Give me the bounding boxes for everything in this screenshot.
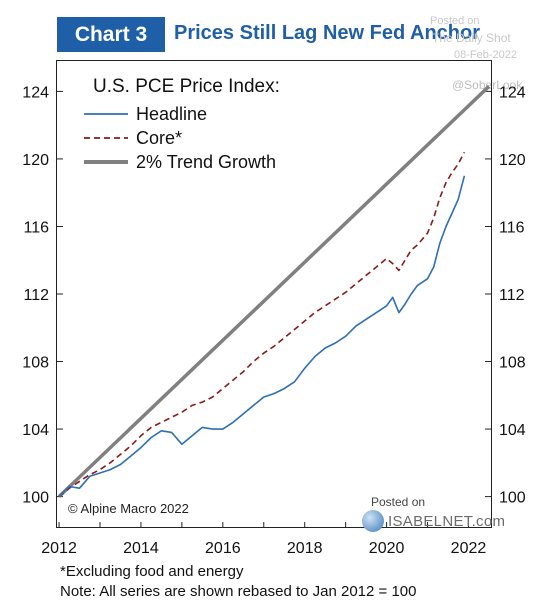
y-tick-label-right: 108 bbox=[499, 355, 526, 372]
y-tick-label-right: 112 bbox=[499, 287, 525, 304]
y-tick-label-right: 120 bbox=[499, 152, 526, 169]
legend-label-trend: 2% Trend Growth bbox=[136, 152, 276, 172]
plot-frame bbox=[56, 60, 492, 528]
y-tick-label-left: 116 bbox=[23, 219, 49, 236]
watermark-posted-on: Posted on bbox=[430, 15, 480, 27]
y-tick-label-right: 104 bbox=[499, 422, 526, 439]
series-line-2-trend-growth bbox=[57, 85, 491, 498]
y-tick-label-left: 104 bbox=[22, 422, 49, 439]
chart-title: Prices Still Lag New Fed Anchor bbox=[174, 22, 480, 44]
x-tick-label: 2014 bbox=[123, 540, 159, 557]
isabelnet-globe-icon bbox=[362, 510, 384, 532]
y-tick-label-right: 116 bbox=[499, 219, 525, 236]
chart-credit: © Alpine Macro 2022 bbox=[68, 501, 189, 516]
legend-label-core: Core* bbox=[136, 128, 182, 148]
y-tick-label-left: 100 bbox=[22, 490, 49, 507]
series-line-core bbox=[58, 151, 466, 498]
watermark-source: The Daily Shot bbox=[432, 31, 511, 45]
footnote-core-definition: *Excluding food and energy bbox=[60, 563, 244, 580]
legend-label-headline: Headline bbox=[136, 104, 207, 124]
chart-header: Chart 3 Prices Still Lag New Fed Anchor … bbox=[0, 0, 560, 92]
y-tick-label-left: 124 bbox=[22, 84, 49, 101]
y-tick-label-right: 124 bbox=[499, 84, 526, 101]
isabelnet-logo: ISABELNET.com bbox=[362, 510, 505, 532]
isabelnet-text: ISABELNET.com bbox=[388, 512, 506, 530]
y-tick-label-left: 108 bbox=[22, 355, 49, 372]
y-tick-label-left: 120 bbox=[22, 152, 49, 169]
series-line-headline bbox=[58, 175, 466, 498]
legend-title: U.S. PCE Price Index: bbox=[93, 76, 280, 97]
y-tick-label-right: 100 bbox=[499, 490, 526, 507]
x-tick-label: 2016 bbox=[205, 540, 241, 557]
watermark-date: 08-Feb-2022 bbox=[454, 49, 517, 61]
x-tick-label: 2012 bbox=[41, 540, 77, 557]
x-tick-label: 2018 bbox=[287, 540, 323, 557]
watermark-handle: @SoberLook bbox=[452, 78, 523, 92]
x-tick-label: 2020 bbox=[369, 540, 405, 557]
chart-number-badge: Chart 3 bbox=[57, 17, 165, 52]
isabelnet-posted-on: Posted on bbox=[371, 495, 426, 509]
y-tick-label-left: 112 bbox=[23, 287, 49, 304]
footnote-rebase-note: Note: All series are shown rebased to Ja… bbox=[60, 583, 417, 600]
x-tick-label: 2022 bbox=[451, 540, 487, 557]
